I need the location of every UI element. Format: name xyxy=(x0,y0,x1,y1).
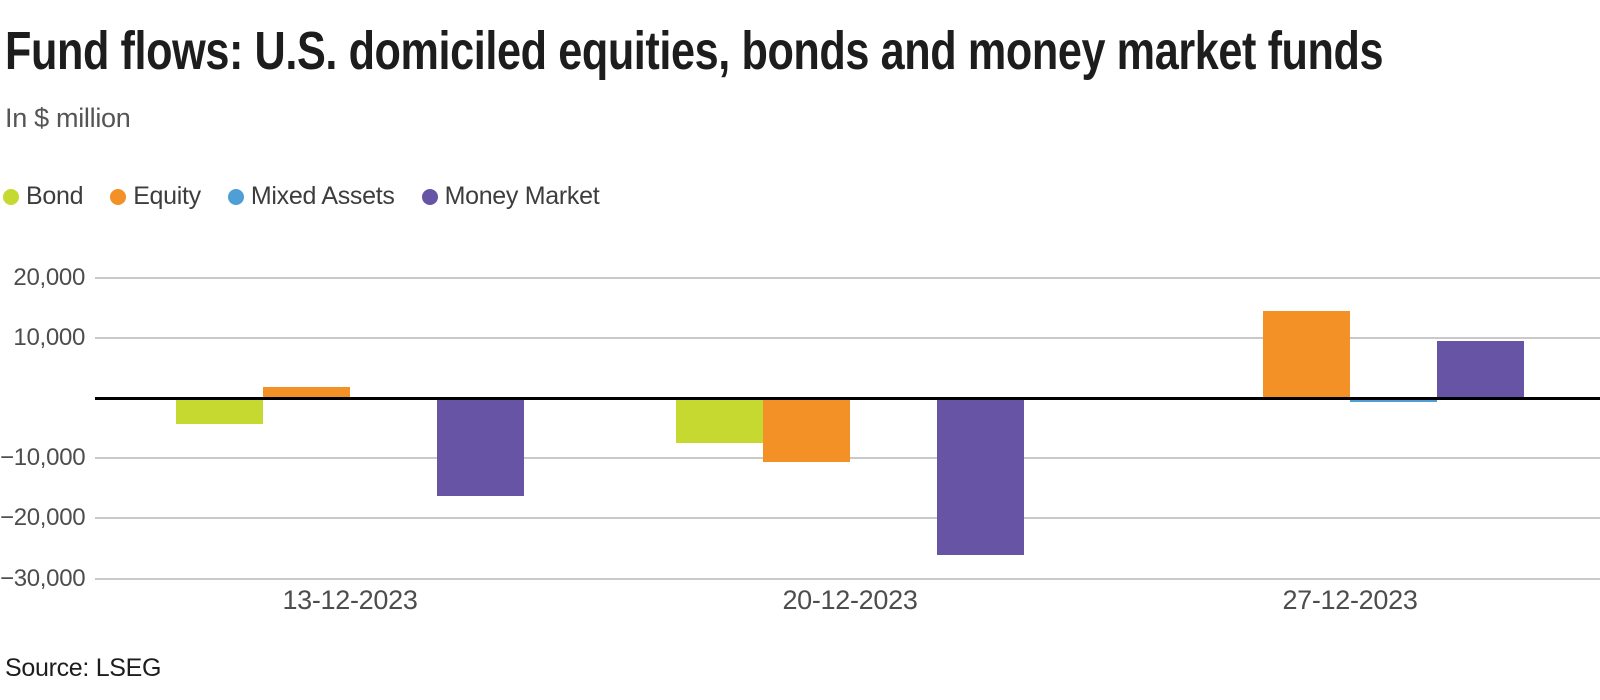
ytick-label--30000: −30,000 xyxy=(0,564,86,592)
chart-title: Fund flows: U.S. domiciled equities, bon… xyxy=(5,21,1384,81)
xtick-label-20-12-2023: 20-12-2023 xyxy=(782,585,918,615)
bar-mixed-assets-27-12-2023 xyxy=(1350,398,1437,402)
ytick-label-20000: 20,000 xyxy=(13,263,85,291)
bar-equity-27-12-2023 xyxy=(1263,310,1350,398)
gridline-20000 xyxy=(95,276,1600,279)
zero-baseline xyxy=(95,396,1600,400)
bar-money-market-13-12-2023 xyxy=(437,398,524,497)
legend-dot-icon xyxy=(227,188,244,205)
ytick-label--20000: −20,000 xyxy=(0,504,86,532)
bar-equity-20-12-2023 xyxy=(763,398,850,462)
legend-label: Bond xyxy=(26,182,84,210)
ytick-label-10000: 10,000 xyxy=(13,323,85,351)
xtick-label-13-12-2023: 13-12-2023 xyxy=(282,585,418,615)
legend-item-money-market: Money Market xyxy=(421,182,600,211)
legend-label: Equity xyxy=(133,182,201,210)
legend-label: Money Market xyxy=(444,182,600,210)
legend-item-mixed-assets: Mixed Assets xyxy=(227,182,395,211)
gridline--30000 xyxy=(95,577,1600,580)
xtick-label-27-12-2023: 27-12-2023 xyxy=(1282,585,1418,615)
legend-dot-icon xyxy=(3,188,19,205)
bar-bond-20-12-2023 xyxy=(676,398,763,443)
legend-item-bond: Bond xyxy=(3,182,83,211)
bar-money-market-27-12-2023 xyxy=(1437,340,1524,398)
ytick-label--10000: −10,000 xyxy=(0,444,86,472)
gridline-10000 xyxy=(95,336,1600,339)
chart-subtitle: In $ million xyxy=(5,103,131,133)
gridline--20000 xyxy=(95,517,1600,520)
source-note: Source: LSEG xyxy=(5,654,162,682)
bar-equity-13-12-2023 xyxy=(263,386,350,398)
legend: Bond Equity Mixed Assets Money Market xyxy=(3,182,600,211)
bar-money-market-20-12-2023 xyxy=(937,398,1024,556)
legend-label: Mixed Assets xyxy=(250,182,395,210)
legend-dot-icon xyxy=(110,188,127,205)
bar-bond-13-12-2023 xyxy=(176,398,263,425)
legend-dot-icon xyxy=(421,188,438,205)
legend-item-equity: Equity xyxy=(110,182,201,211)
